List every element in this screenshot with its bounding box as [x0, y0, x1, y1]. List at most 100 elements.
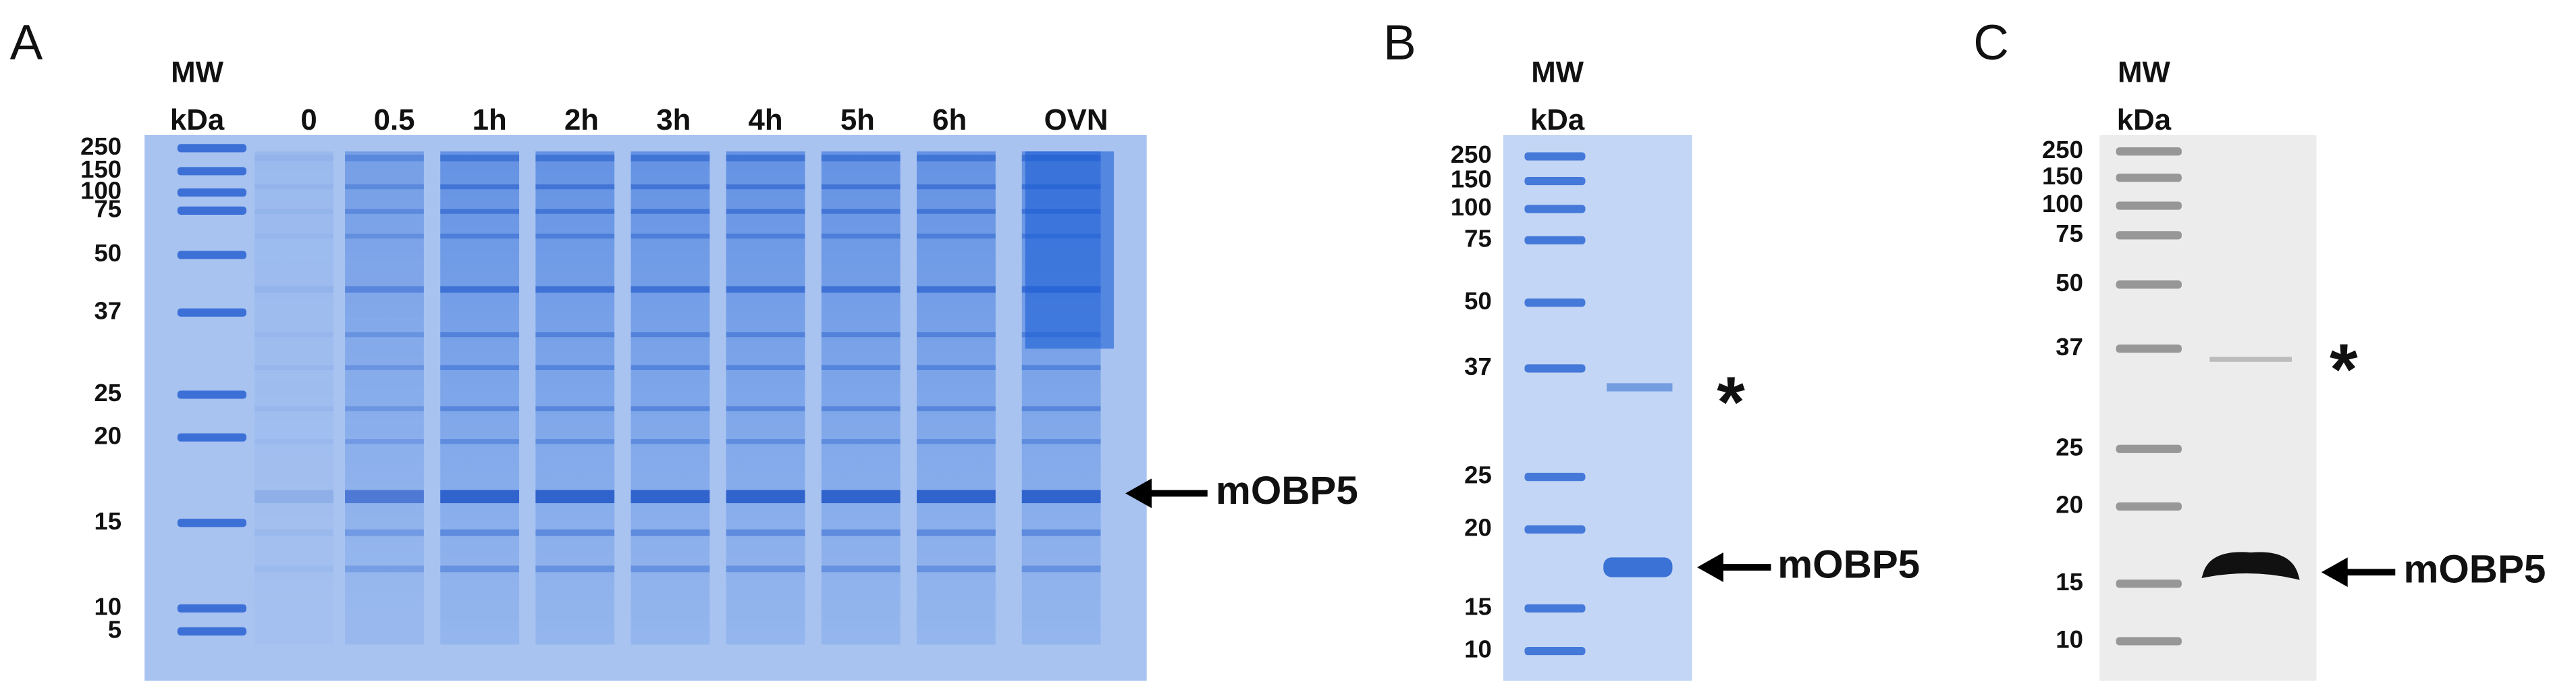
- marker-band: [177, 188, 247, 197]
- marker-label: 75: [94, 195, 122, 222]
- marker-band: [177, 390, 247, 399]
- marker-band: [1524, 299, 1586, 307]
- marker-label: 37: [94, 296, 122, 324]
- marker-label: 50: [1464, 287, 1492, 315]
- marker-band: [1524, 176, 1586, 186]
- marker-band: [1524, 152, 1586, 161]
- marker-band: [1524, 364, 1586, 373]
- marker-band: [177, 433, 247, 442]
- marker-label: 15: [1464, 592, 1492, 620]
- lane-label: 0: [300, 103, 317, 136]
- marker-label: 37: [1464, 353, 1492, 380]
- marker-label: 10: [1464, 636, 1492, 663]
- lane-label: 4h: [749, 103, 783, 136]
- lane-label: 1h: [473, 103, 507, 136]
- arrow-head: [2321, 557, 2348, 588]
- marker-label: 250: [2042, 136, 2083, 163]
- marker-label: 250: [1451, 140, 1492, 168]
- mw-header: MW: [2118, 55, 2170, 88]
- protein-label: mOBP5: [1216, 469, 1358, 513]
- marker-label: 150: [2042, 162, 2083, 190]
- marker-label: 75: [2056, 219, 2083, 247]
- panel-label: A: [10, 16, 43, 70]
- marker-label: 250: [80, 132, 122, 160]
- marker-band: [2116, 344, 2182, 353]
- marker-label: 50: [2056, 269, 2083, 296]
- marker-label: 20: [1464, 514, 1492, 542]
- band: [2201, 552, 2300, 580]
- marker-band: [2116, 579, 2182, 588]
- unit-header: kDa: [1530, 103, 1585, 136]
- marker-band: [2116, 174, 2182, 182]
- mw-header: MW: [171, 55, 223, 88]
- marker-label: 75: [1464, 224, 1492, 252]
- marker-label: 25: [2056, 433, 2083, 461]
- marker-label: 100: [2042, 190, 2083, 217]
- marker-band: [1524, 525, 1586, 534]
- lane-label: 6h: [932, 103, 967, 136]
- lane: [726, 151, 805, 645]
- marker-band: [2116, 280, 2182, 289]
- marker-label: 15: [2056, 568, 2083, 596]
- marker-band: [177, 251, 247, 259]
- marker-label: 10: [94, 592, 122, 620]
- marker-band: [177, 144, 247, 153]
- protein-label: mOBP5: [1777, 542, 1920, 586]
- mw-header: MW: [1531, 55, 1584, 88]
- lane-label: 3h: [656, 103, 691, 136]
- marker-label: 100: [1451, 193, 1492, 221]
- lane: [916, 151, 996, 645]
- marker-band: [177, 308, 247, 317]
- marker-band: [2116, 201, 2182, 210]
- lane-label: 2h: [564, 103, 599, 136]
- band: [1603, 557, 1673, 577]
- marker-label: 25: [94, 379, 122, 407]
- marker-band: [2116, 444, 2182, 453]
- marker-label: 150: [80, 155, 122, 183]
- marker-band: [177, 206, 247, 215]
- lane: [535, 151, 615, 645]
- lane: [821, 151, 901, 645]
- band: [1607, 383, 1673, 392]
- panel-label: B: [1383, 16, 1416, 70]
- panel-label: C: [1973, 16, 2009, 70]
- marker-band: [177, 519, 247, 527]
- marker-band: [177, 604, 247, 613]
- marker-label: 50: [94, 239, 122, 267]
- marker-label: 37: [2056, 333, 2083, 361]
- protein-label: mOBP5: [2403, 548, 2546, 592]
- marker-label: 5: [108, 616, 122, 644]
- asterisk: *: [1717, 361, 1745, 442]
- lane: [630, 151, 710, 645]
- marker-label: 100: [80, 177, 122, 205]
- marker-label: 25: [1464, 461, 1492, 489]
- marker-label: 10: [2056, 625, 2083, 653]
- lane-label: 0.5: [374, 103, 415, 136]
- marker-band: [2116, 637, 2182, 646]
- unit-header: kDa: [170, 103, 225, 136]
- band: [2209, 357, 2292, 362]
- marker-label: 150: [1451, 165, 1492, 193]
- marker-band: [1524, 205, 1586, 213]
- marker-band: [1524, 604, 1586, 613]
- smear: [1025, 151, 1115, 349]
- arrow-head: [1125, 478, 1152, 509]
- lane-label: OVN: [1044, 103, 1108, 136]
- lane: [254, 151, 334, 645]
- marker-label: 20: [94, 421, 122, 449]
- asterisk: *: [2330, 329, 2358, 410]
- lane: [440, 151, 520, 645]
- unit-header: kDa: [2117, 103, 2172, 136]
- lane-label: 5h: [840, 103, 875, 136]
- marker-band: [177, 167, 247, 176]
- lane: [345, 151, 424, 645]
- marker-band: [2116, 231, 2182, 240]
- marker-band: [1524, 236, 1586, 244]
- marker-band: [2116, 502, 2182, 511]
- marker-label: 20: [2056, 491, 2083, 519]
- arrow-head: [1696, 552, 1723, 582]
- marker-label: 15: [94, 507, 122, 535]
- marker-band: [1524, 473, 1586, 482]
